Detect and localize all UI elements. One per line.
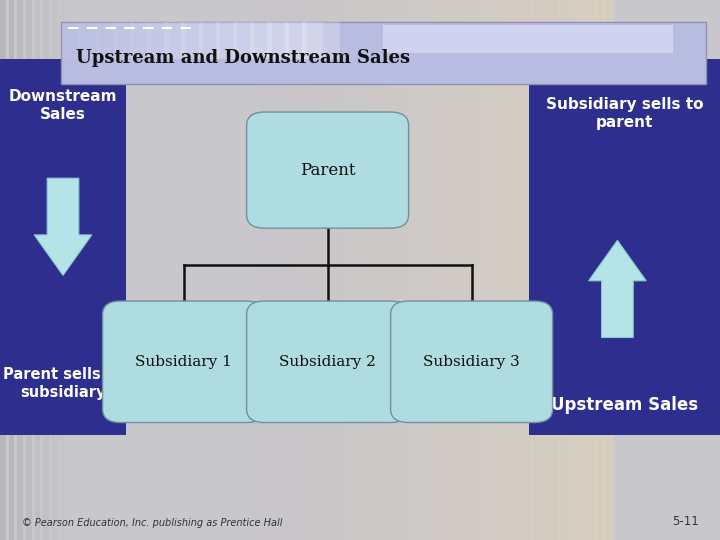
Text: Upstream Sales: Upstream Sales (551, 396, 698, 414)
Text: Subsidiary 1: Subsidiary 1 (135, 355, 232, 369)
FancyBboxPatch shape (9, 0, 14, 540)
FancyBboxPatch shape (279, 0, 289, 540)
FancyBboxPatch shape (78, 22, 117, 59)
Text: 5-11: 5-11 (672, 515, 698, 528)
FancyBboxPatch shape (324, 0, 335, 540)
FancyBboxPatch shape (540, 0, 551, 540)
FancyBboxPatch shape (396, 0, 407, 540)
FancyBboxPatch shape (495, 0, 505, 540)
FancyBboxPatch shape (549, 0, 560, 540)
Text: Downstream
Sales: Downstream Sales (9, 89, 117, 122)
Text: Parent sells to
subsidiary: Parent sells to subsidiary (3, 367, 123, 400)
FancyBboxPatch shape (164, 22, 203, 59)
FancyBboxPatch shape (0, 0, 6, 540)
FancyBboxPatch shape (432, 0, 443, 540)
Text: Parent: Parent (300, 161, 356, 179)
FancyBboxPatch shape (288, 0, 299, 540)
FancyBboxPatch shape (96, 22, 134, 59)
FancyBboxPatch shape (261, 0, 272, 540)
FancyBboxPatch shape (486, 0, 497, 540)
FancyBboxPatch shape (147, 22, 186, 59)
FancyBboxPatch shape (181, 22, 220, 59)
FancyBboxPatch shape (252, 0, 263, 540)
FancyBboxPatch shape (333, 0, 344, 540)
FancyBboxPatch shape (216, 22, 255, 59)
FancyBboxPatch shape (405, 0, 416, 540)
FancyBboxPatch shape (423, 0, 433, 540)
FancyBboxPatch shape (246, 112, 409, 228)
FancyBboxPatch shape (297, 0, 308, 540)
Text: Subsidiary 3: Subsidiary 3 (423, 355, 520, 369)
FancyBboxPatch shape (387, 0, 397, 540)
FancyBboxPatch shape (441, 0, 452, 540)
Text: © Pearson Education, Inc. publishing as Prentice Hall: © Pearson Education, Inc. publishing as … (22, 518, 282, 528)
Text: Upstream and Downstream Sales: Upstream and Downstream Sales (76, 49, 410, 66)
FancyBboxPatch shape (369, 0, 380, 540)
FancyBboxPatch shape (306, 0, 317, 540)
FancyBboxPatch shape (522, 0, 533, 540)
FancyBboxPatch shape (504, 0, 515, 540)
FancyBboxPatch shape (390, 301, 553, 422)
FancyBboxPatch shape (567, 0, 577, 540)
FancyBboxPatch shape (251, 22, 289, 59)
Text: Subsidiary 2: Subsidiary 2 (279, 355, 376, 369)
FancyBboxPatch shape (35, 0, 40, 540)
FancyBboxPatch shape (529, 59, 720, 435)
Polygon shape (588, 240, 647, 338)
FancyBboxPatch shape (113, 22, 151, 59)
FancyBboxPatch shape (61, 22, 706, 84)
FancyBboxPatch shape (17, 0, 23, 540)
FancyBboxPatch shape (558, 0, 569, 540)
FancyBboxPatch shape (130, 22, 168, 59)
FancyBboxPatch shape (315, 0, 325, 540)
FancyBboxPatch shape (576, 0, 587, 540)
FancyBboxPatch shape (284, 22, 323, 59)
FancyBboxPatch shape (603, 0, 613, 540)
FancyBboxPatch shape (585, 0, 596, 540)
FancyBboxPatch shape (342, 0, 353, 540)
Text: Subsidiary sells to
parent: Subsidiary sells to parent (546, 97, 703, 130)
FancyBboxPatch shape (233, 22, 271, 59)
FancyBboxPatch shape (267, 22, 306, 59)
FancyBboxPatch shape (414, 0, 425, 540)
FancyBboxPatch shape (513, 0, 523, 540)
FancyBboxPatch shape (199, 22, 238, 59)
FancyBboxPatch shape (378, 0, 389, 540)
FancyBboxPatch shape (531, 0, 542, 540)
FancyBboxPatch shape (468, 0, 479, 540)
FancyBboxPatch shape (383, 25, 673, 53)
FancyBboxPatch shape (302, 22, 341, 59)
FancyBboxPatch shape (594, 0, 605, 540)
FancyBboxPatch shape (0, 59, 126, 435)
FancyBboxPatch shape (360, 0, 371, 540)
FancyBboxPatch shape (270, 0, 281, 540)
FancyBboxPatch shape (351, 0, 361, 540)
FancyBboxPatch shape (459, 0, 469, 540)
FancyBboxPatch shape (26, 0, 32, 540)
Polygon shape (34, 178, 92, 275)
FancyBboxPatch shape (103, 301, 265, 422)
FancyBboxPatch shape (477, 0, 488, 540)
FancyBboxPatch shape (246, 301, 409, 422)
FancyBboxPatch shape (450, 0, 461, 540)
